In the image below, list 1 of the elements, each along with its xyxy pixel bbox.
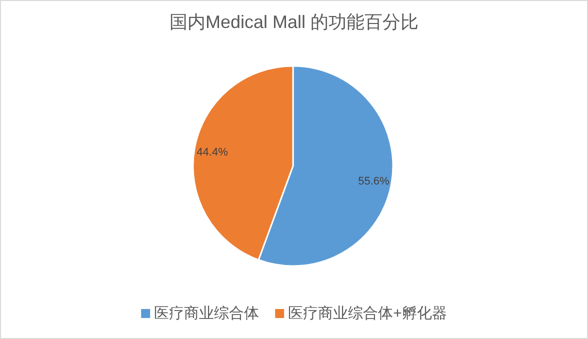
title: 国内Medical Mall 的功能百分比 bbox=[169, 12, 419, 32]
